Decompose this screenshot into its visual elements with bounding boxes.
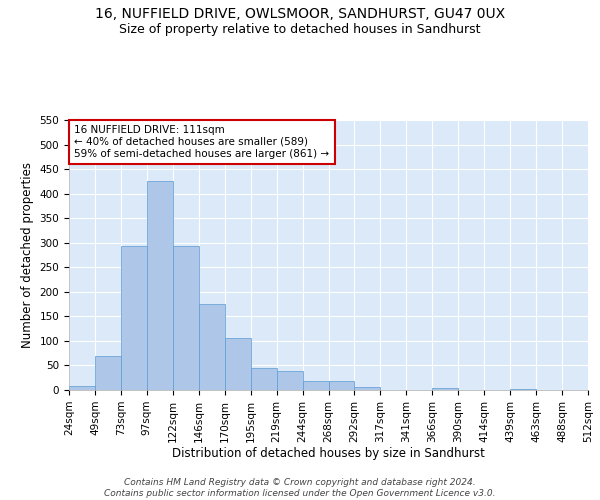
Bar bbox=[355, 387, 380, 390]
Bar bbox=[147, 182, 173, 390]
X-axis label: Distribution of detached houses by size in Sandhurst: Distribution of detached houses by size … bbox=[172, 448, 485, 460]
Text: Contains HM Land Registry data © Crown copyright and database right 2024.
Contai: Contains HM Land Registry data © Crown c… bbox=[104, 478, 496, 498]
Bar bbox=[302, 381, 329, 390]
Bar bbox=[510, 389, 536, 390]
Y-axis label: Number of detached properties: Number of detached properties bbox=[21, 162, 34, 348]
Bar bbox=[173, 246, 199, 390]
Bar bbox=[277, 372, 302, 390]
Text: Size of property relative to detached houses in Sandhurst: Size of property relative to detached ho… bbox=[119, 22, 481, 36]
Bar bbox=[433, 388, 458, 390]
Text: 16, NUFFIELD DRIVE, OWLSMOOR, SANDHURST, GU47 0UX: 16, NUFFIELD DRIVE, OWLSMOOR, SANDHURST,… bbox=[95, 8, 505, 22]
Text: 16 NUFFIELD DRIVE: 111sqm
← 40% of detached houses are smaller (589)
59% of semi: 16 NUFFIELD DRIVE: 111sqm ← 40% of detac… bbox=[74, 126, 329, 158]
Bar bbox=[251, 368, 277, 390]
Bar bbox=[329, 381, 355, 390]
Bar bbox=[121, 246, 147, 390]
Bar bbox=[69, 386, 95, 390]
Bar bbox=[95, 356, 121, 390]
Bar bbox=[225, 338, 251, 390]
Bar bbox=[199, 304, 224, 390]
